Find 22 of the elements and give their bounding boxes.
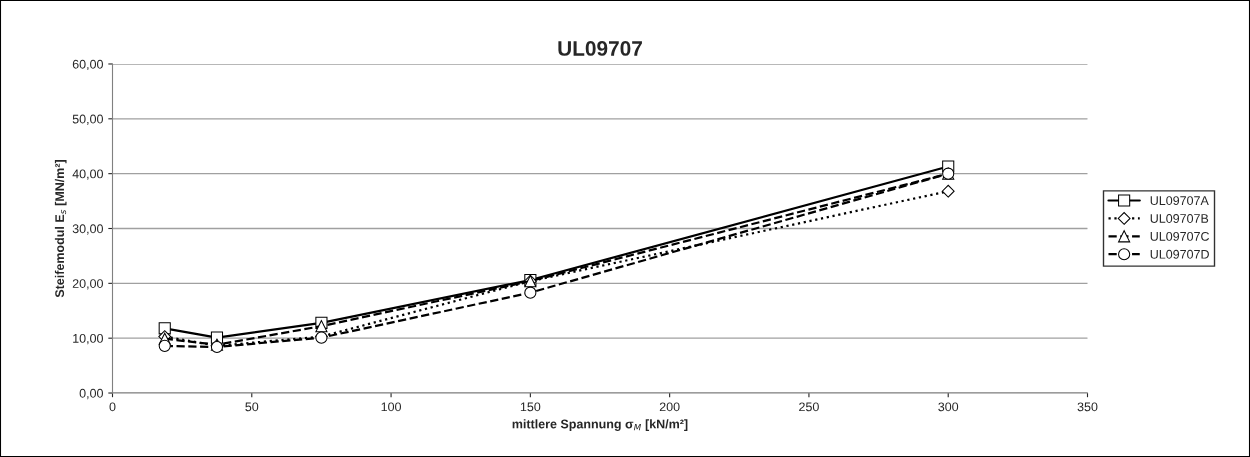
y-tick-label: 40,00 [72,169,103,180]
y-tick-label: 10,00 [73,333,103,345]
legend-label: UL09707A [1150,196,1209,205]
x-axis-title: mittlere Spannung σ$_{M}$ [kN/m²] [512,419,688,431]
x-tick-label: 350 [1077,402,1098,412]
x-tick-label: 150 [520,402,541,412]
x-tick-label: 50 [245,402,259,412]
x-tick-label: 200 [659,402,680,412]
x-tick-label: 300 [938,402,959,412]
y-tick-label: 0,00 [79,388,103,400]
legend-label: UL09707D [1150,249,1209,259]
y-tick-label: 50,00 [72,114,103,125]
chart-title: UL09707 [558,41,642,56]
x-tick-label: 100 [381,402,402,412]
x-tick-label: 250 [799,402,819,412]
y-axis-title: Steifemodul E$_{s}$ [MN/m²] [54,160,67,298]
y-tick-label: 20,00 [72,279,103,290]
x-tick-label: 0 [109,402,116,412]
y-tick-label: 30,00 [72,224,103,235]
legend-label: UL09707C [1150,231,1210,241]
y-tick-label: 60,00 [72,59,103,71]
legend-label: UL09707B [1150,214,1209,223]
